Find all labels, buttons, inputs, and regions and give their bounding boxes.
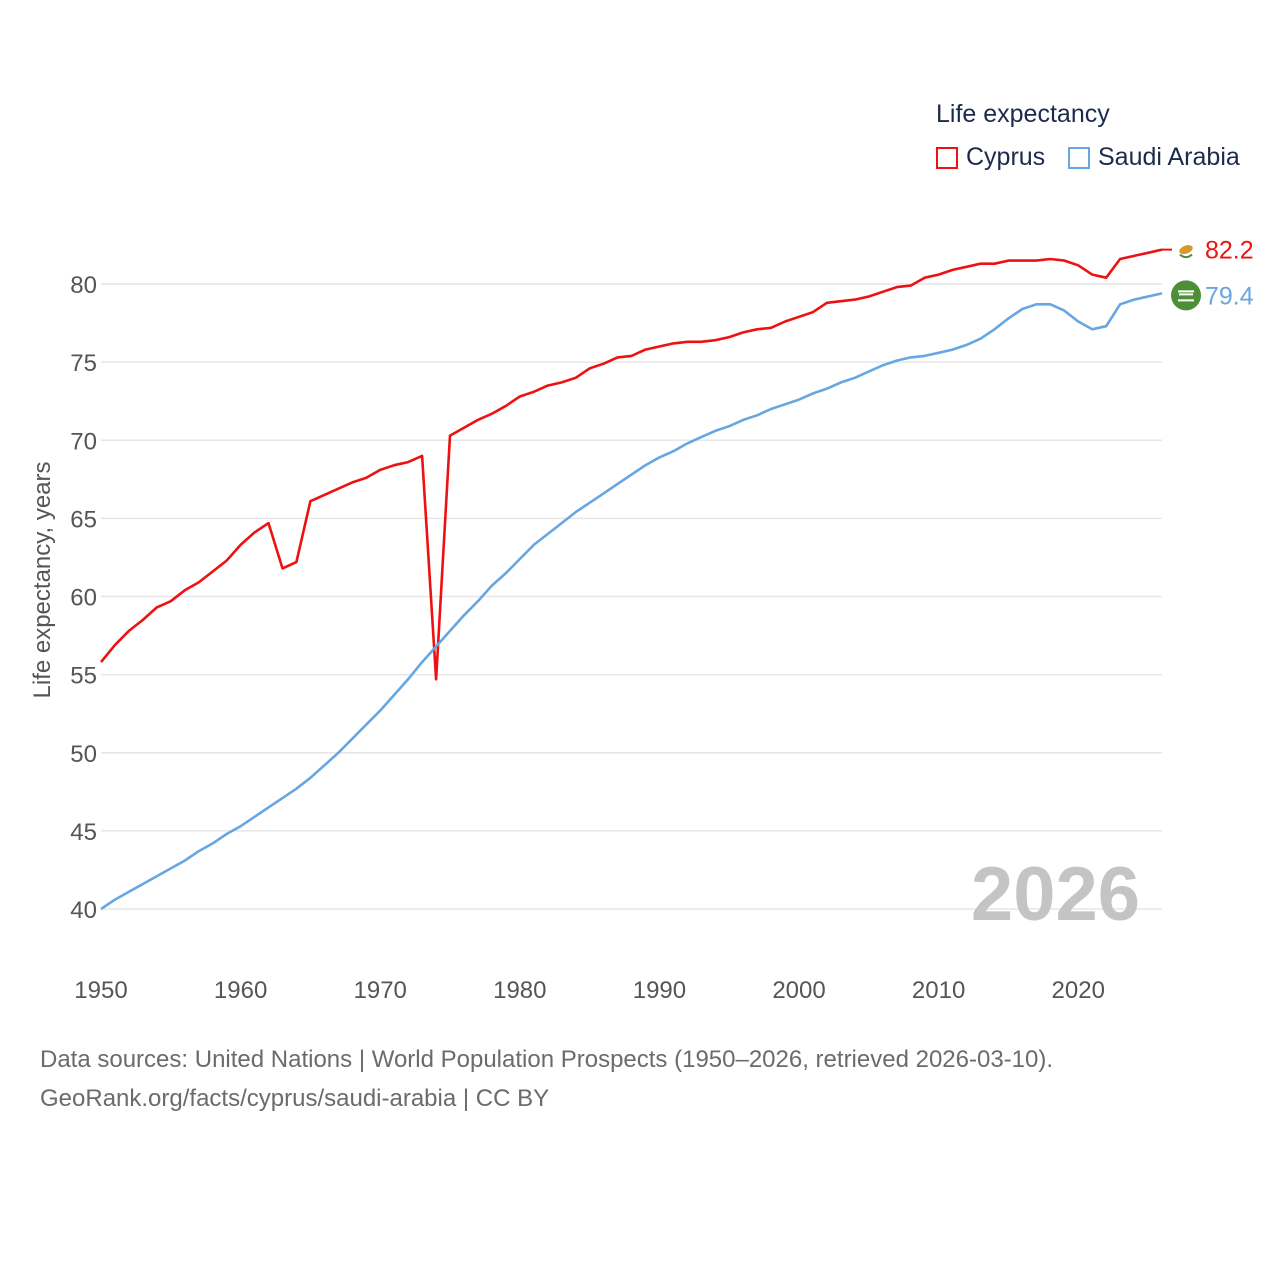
saudi-arabia-swatch-icon: [1068, 146, 1090, 169]
y-axis-label: Life expectancy, years: [29, 461, 56, 698]
x-tick-label: 1970: [354, 977, 407, 1004]
source-line: Data sources: United Nations | World Pop…: [40, 1046, 1054, 1073]
year-watermark: 2026: [971, 852, 1140, 937]
series-end-markers: 82.2 79.4: [1162, 236, 1254, 311]
x-tick-label: 2020: [1052, 977, 1105, 1004]
legend-label-saudi-arabia: Saudi Arabia: [1098, 143, 1240, 171]
y-tick-label: 80: [70, 272, 97, 299]
x-tick-label: 1950: [74, 977, 127, 1004]
y-tick-label: 45: [70, 819, 97, 846]
x-tick-label: 2000: [772, 977, 825, 1004]
source-link-line[interactable]: GeoRank.org/facts/cyprus/saudi-arabia | …: [40, 1085, 550, 1112]
y-tick-labels: 40 45 50 55 60 65 70 75 80: [70, 272, 97, 924]
x-tick-labels: 1950 1960 1970 1980 1990 2000 2010 2020: [74, 977, 1105, 1004]
series-lines: [99, 248, 1163, 911]
y-tick-label: 50: [70, 741, 97, 768]
cyprus-flag-icon: [1162, 236, 1199, 263]
x-tick-label: 2010: [912, 977, 965, 1004]
y-tick-label: 75: [70, 350, 97, 377]
cyprus-swatch-icon: [936, 146, 958, 169]
end-value-label: 79.4: [1205, 282, 1254, 310]
y-tick-label: 60: [70, 585, 97, 612]
life-expectancy-chart: 40 45 50 55 60 65 70 75 80 1950 1960 1970 1980 1990 2…: [29, 236, 1254, 1004]
x-tick-label: 1980: [493, 977, 546, 1004]
saudi-arabia-flag-icon: [1171, 280, 1201, 311]
y-tick-label: 70: [70, 428, 97, 455]
series-line-saudi-arabia[interactable]: [100, 292, 1163, 911]
y-tick-label: 40: [70, 897, 97, 924]
legend-title: Life expectancy: [936, 100, 1110, 128]
legend-item-saudi-arabia[interactable]: Saudi Arabia: [1068, 143, 1240, 172]
legend-label-cyprus: Cyprus: [966, 143, 1046, 171]
series-line-cyprus[interactable]: [99, 248, 1163, 681]
end-value-label: 82.2: [1205, 237, 1254, 265]
y-gridlines: [101, 283, 1162, 910]
legend-item-cyprus[interactable]: Cyprus: [936, 143, 1045, 172]
y-tick-label: 55: [70, 663, 97, 690]
x-tick-label: 1960: [214, 977, 267, 1004]
x-tick-label: 1990: [633, 977, 686, 1004]
y-tick-label: 65: [70, 506, 97, 533]
